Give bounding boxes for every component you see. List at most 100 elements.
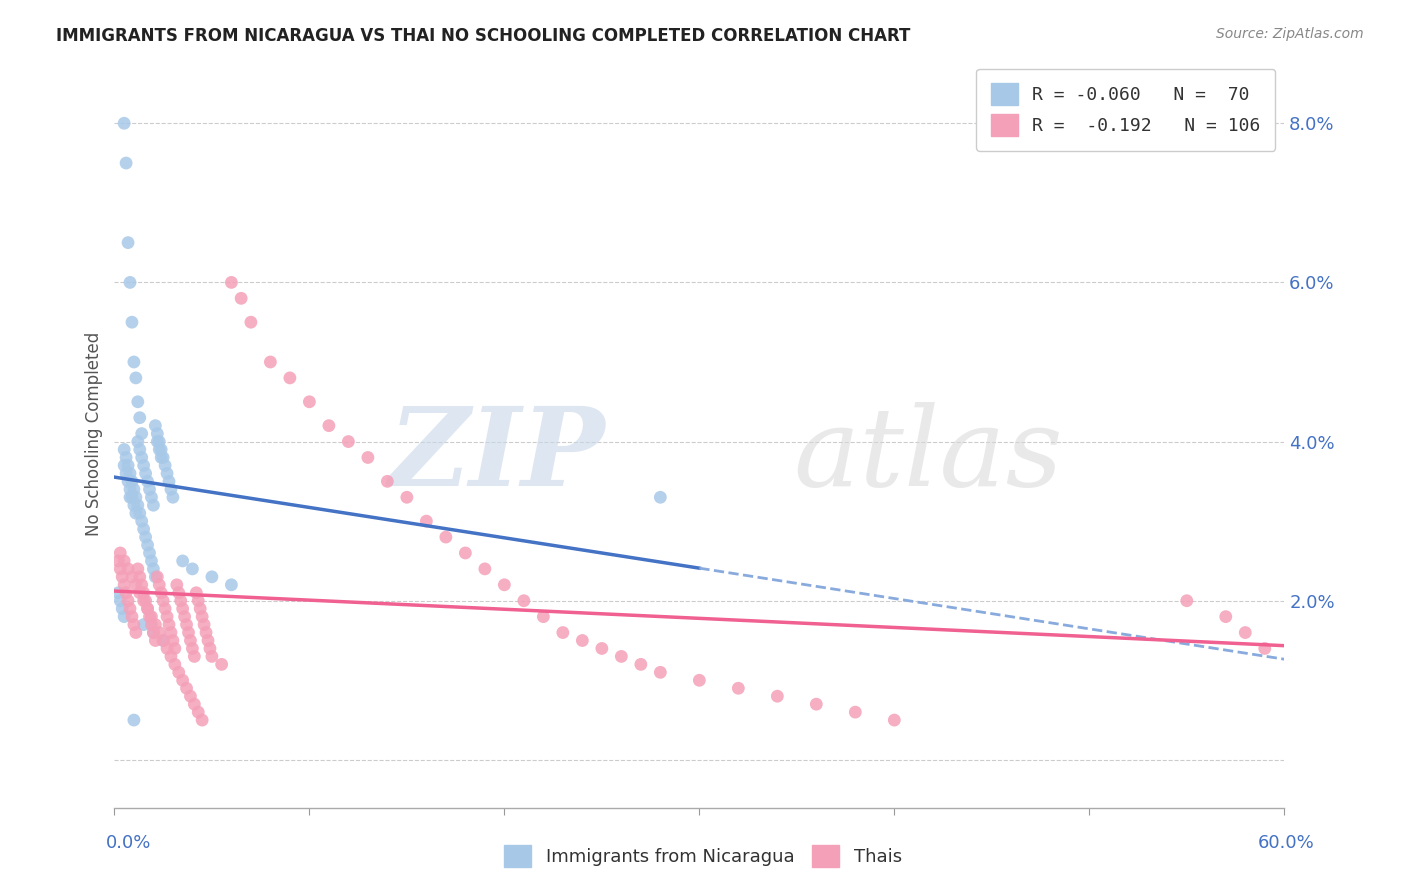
Point	[591, 641, 613, 656]
Point	[193, 617, 215, 632]
Point	[127, 562, 149, 576]
Point	[125, 371, 148, 385]
Point	[112, 458, 135, 473]
Point	[197, 633, 219, 648]
Point	[571, 633, 593, 648]
Point	[131, 426, 153, 441]
Point	[128, 410, 150, 425]
Point	[415, 514, 437, 528]
Text: 60.0%: 60.0%	[1258, 834, 1315, 852]
Point	[157, 475, 180, 489]
Point	[131, 450, 153, 465]
Point	[198, 641, 221, 656]
Point	[136, 601, 159, 615]
Point	[107, 554, 129, 568]
Point	[128, 570, 150, 584]
Point	[162, 633, 184, 648]
Point	[160, 625, 183, 640]
Y-axis label: No Schooling Completed: No Schooling Completed	[86, 332, 103, 536]
Point	[167, 586, 190, 600]
Point	[259, 355, 281, 369]
Point	[136, 475, 159, 489]
Point	[128, 506, 150, 520]
Point	[143, 570, 166, 584]
Point	[278, 371, 301, 385]
Point	[132, 586, 155, 600]
Point	[727, 681, 749, 696]
Point	[122, 355, 145, 369]
Point	[688, 673, 710, 688]
Point	[177, 625, 200, 640]
Point	[110, 546, 132, 560]
Point	[186, 586, 208, 600]
Point	[143, 418, 166, 433]
Point	[112, 609, 135, 624]
Point	[118, 467, 141, 481]
Point	[191, 713, 214, 727]
Point	[127, 434, 149, 449]
Point	[156, 609, 179, 624]
Point	[112, 554, 135, 568]
Point	[181, 641, 204, 656]
Point	[883, 713, 905, 727]
Point	[337, 434, 360, 449]
Point	[221, 276, 243, 290]
Text: Source: ZipAtlas.com: Source: ZipAtlas.com	[1216, 27, 1364, 41]
Point	[191, 609, 214, 624]
Point	[142, 498, 165, 512]
Point	[166, 578, 188, 592]
Point	[195, 625, 218, 640]
Point	[176, 617, 198, 632]
Point	[170, 593, 193, 607]
Point	[112, 578, 135, 592]
Point	[138, 609, 160, 624]
Point	[239, 315, 262, 329]
Point	[188, 601, 211, 615]
Point	[153, 601, 176, 615]
Point	[143, 617, 166, 632]
Point	[122, 498, 145, 512]
Point	[125, 490, 148, 504]
Point	[150, 450, 173, 465]
Point	[201, 649, 224, 664]
Point	[153, 458, 176, 473]
Point	[121, 570, 143, 584]
Point	[111, 601, 134, 615]
Point	[118, 601, 141, 615]
Point	[135, 593, 157, 607]
Point	[152, 450, 174, 465]
Point	[183, 649, 205, 664]
Point	[1234, 625, 1257, 640]
Point	[107, 586, 129, 600]
Point	[150, 586, 173, 600]
Point	[221, 578, 243, 592]
Point	[179, 690, 201, 704]
Point	[115, 586, 138, 600]
Point	[117, 458, 139, 473]
Point	[128, 586, 150, 600]
Point	[132, 458, 155, 473]
Point	[143, 633, 166, 648]
Point	[201, 570, 224, 584]
Point	[1215, 609, 1237, 624]
Point	[146, 426, 169, 441]
Point	[160, 483, 183, 497]
Point	[128, 442, 150, 457]
Point	[117, 593, 139, 607]
Point	[136, 601, 159, 615]
Point	[122, 713, 145, 727]
Point	[112, 442, 135, 457]
Point	[110, 593, 132, 607]
Point	[1175, 593, 1198, 607]
Point	[766, 690, 789, 704]
Point	[474, 562, 496, 576]
Point	[141, 609, 163, 624]
Point	[142, 625, 165, 640]
Point	[118, 276, 141, 290]
Point	[121, 490, 143, 504]
Point	[844, 705, 866, 719]
Point	[138, 483, 160, 497]
Point	[494, 578, 516, 592]
Point	[454, 546, 477, 560]
Point	[117, 475, 139, 489]
